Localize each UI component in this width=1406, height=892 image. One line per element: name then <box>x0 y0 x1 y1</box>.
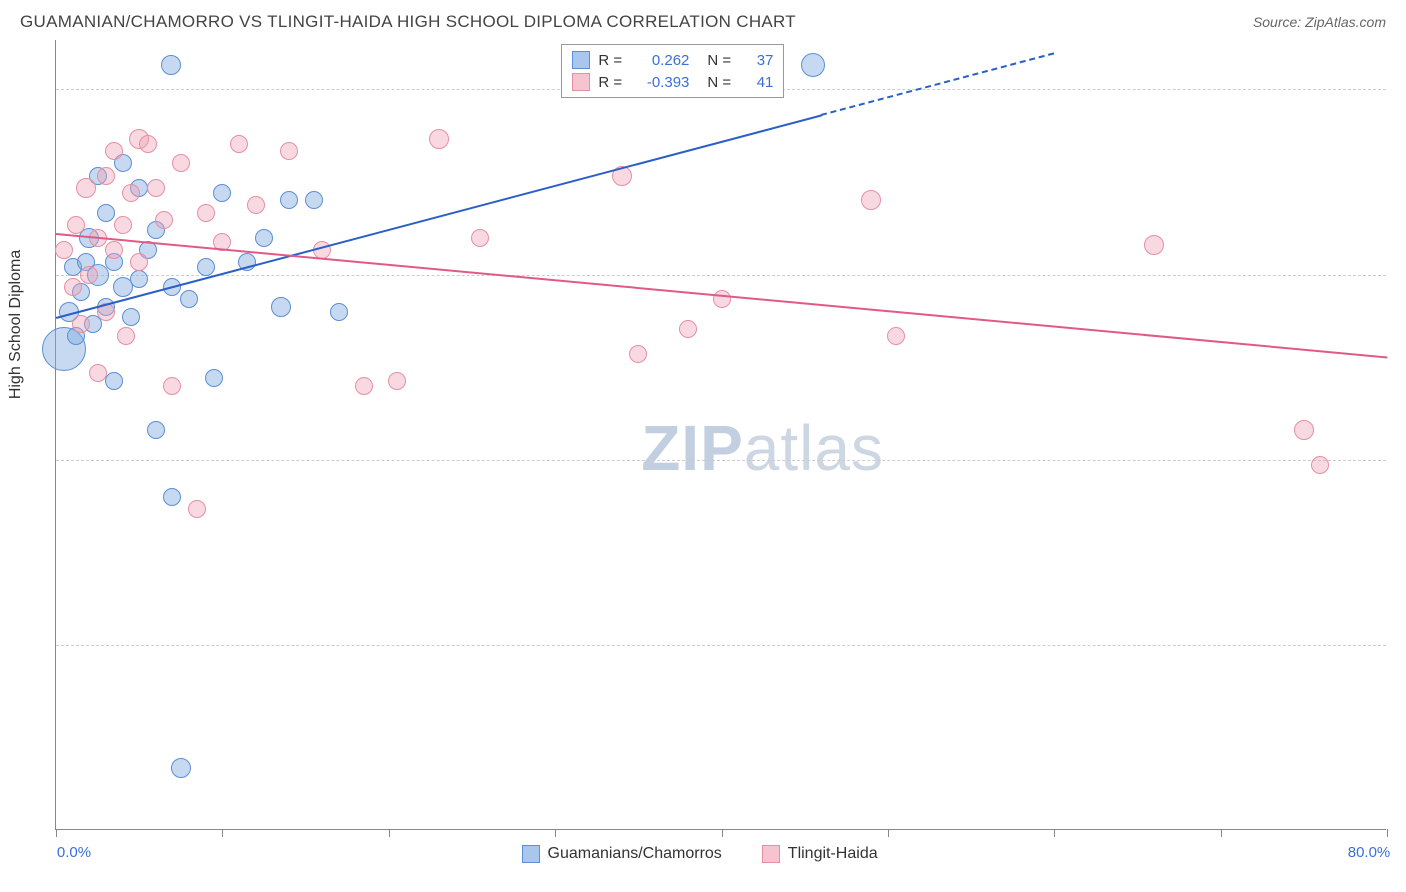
data-point <box>155 211 173 229</box>
data-point <box>139 135 157 153</box>
plot-area: 77.5%92.5%0.0%80.0% <box>56 40 1386 829</box>
data-point <box>679 320 697 338</box>
data-point <box>471 229 489 247</box>
legend-item: Tlingit-Haida <box>762 845 878 863</box>
data-point <box>64 278 82 296</box>
x-tick-label: 80.0% <box>1348 844 1391 861</box>
data-point <box>163 488 181 506</box>
data-point <box>180 290 198 308</box>
data-point <box>97 167 115 185</box>
data-point <box>97 204 115 222</box>
data-point <box>55 241 73 259</box>
data-point <box>105 142 123 160</box>
data-point <box>713 290 731 308</box>
data-point <box>305 191 323 209</box>
data-point <box>197 258 215 276</box>
y-tick-label: 77.5% <box>1396 636 1406 653</box>
data-point <box>861 190 881 210</box>
data-point <box>271 297 291 317</box>
data-point <box>147 179 165 197</box>
correlation-legend: R =0.262N =37R =-0.393N =41 <box>561 44 784 98</box>
legend-swatch <box>572 51 590 69</box>
source-label: Source: ZipAtlas.com <box>1253 14 1386 30</box>
data-point <box>1311 456 1329 474</box>
legend-item: Guamanians/Chamorros <box>522 845 722 863</box>
data-point <box>130 253 148 271</box>
data-point <box>76 178 96 198</box>
data-point <box>801 53 825 77</box>
data-point <box>67 216 85 234</box>
legend-swatch <box>522 845 540 863</box>
data-point <box>130 270 148 288</box>
data-point <box>89 364 107 382</box>
data-point <box>230 135 248 153</box>
data-point <box>171 758 191 778</box>
data-point <box>122 184 140 202</box>
trend-line <box>821 52 1054 116</box>
y-tick-label: 92.5% <box>1396 266 1406 283</box>
data-point <box>105 241 123 259</box>
data-point <box>197 204 215 222</box>
data-point <box>117 327 135 345</box>
y-axis-label: High School Diploma <box>7 249 25 398</box>
data-point <box>161 55 181 75</box>
trend-line <box>56 233 1387 358</box>
legend-row: R =-0.393N =41 <box>572 71 773 93</box>
chart-title: GUAMANIAN/CHAMORRO VS TLINGIT-HAIDA HIGH… <box>20 12 796 32</box>
data-point <box>255 229 273 247</box>
correlation-chart: High School Diploma ZIPatlas 77.5%92.5%0… <box>55 40 1386 830</box>
data-point <box>147 421 165 439</box>
data-point <box>629 345 647 363</box>
series-legend: Guamanians/Chamorros Tlingit-Haida <box>522 845 878 863</box>
data-point <box>280 191 298 209</box>
legend-row: R =0.262N =37 <box>572 49 773 71</box>
data-point <box>355 377 373 395</box>
legend-swatch <box>762 845 780 863</box>
data-point <box>280 142 298 160</box>
data-point <box>213 184 231 202</box>
data-point <box>188 500 206 518</box>
legend-swatch <box>572 73 590 91</box>
data-point <box>1294 420 1314 440</box>
data-point <box>72 315 90 333</box>
data-point <box>247 196 265 214</box>
data-point <box>205 369 223 387</box>
data-point <box>105 372 123 390</box>
x-tick-label: 0.0% <box>57 844 91 861</box>
data-point <box>887 327 905 345</box>
data-point <box>429 129 449 149</box>
data-point <box>122 308 140 326</box>
data-point <box>163 377 181 395</box>
data-point <box>330 303 348 321</box>
data-point <box>1144 235 1164 255</box>
data-point <box>80 266 98 284</box>
data-point <box>114 216 132 234</box>
data-point <box>172 154 190 172</box>
data-point <box>388 372 406 390</box>
